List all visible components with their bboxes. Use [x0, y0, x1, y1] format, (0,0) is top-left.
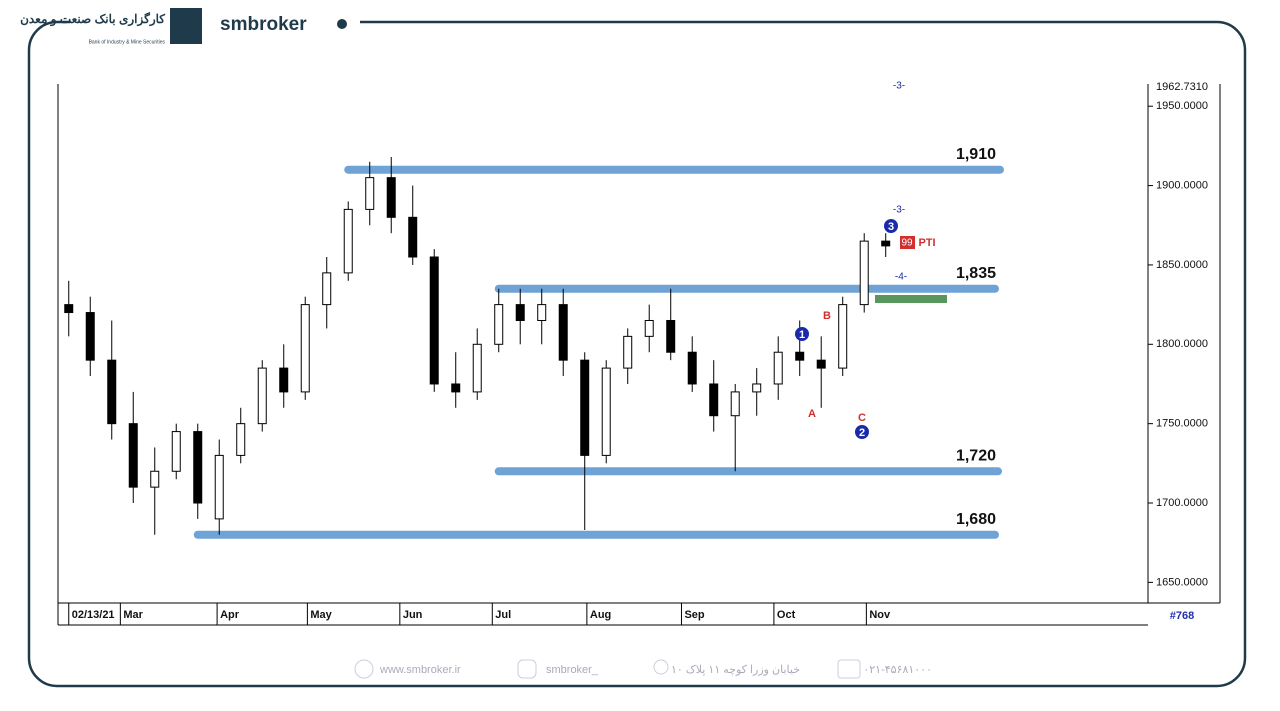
- level-label: 1,720: [956, 447, 996, 464]
- candle-body: [365, 177, 375, 210]
- candle-body: [623, 335, 633, 369]
- y-tick-label: 1750.0000: [1156, 418, 1208, 430]
- insta-icon: [517, 659, 537, 679]
- candle-body: [408, 216, 418, 258]
- candle-body: [881, 240, 891, 247]
- header-bg: [70, 6, 360, 46]
- wave-marker: [884, 219, 898, 233]
- candle-body: [537, 304, 547, 321]
- x-tick-label: Oct: [777, 609, 796, 621]
- x-tick-label: Jul: [495, 609, 511, 621]
- frame: [27, 20, 1247, 688]
- candle-body: [752, 383, 762, 393]
- candle-body: [816, 359, 826, 369]
- candle-body: [193, 431, 203, 504]
- bank-name-en: Bank of Industry & Mine Securities: [89, 39, 166, 45]
- candle-body: [64, 304, 74, 314]
- level-label: 1,680: [956, 511, 996, 528]
- symbol-count: #768: [1170, 610, 1194, 622]
- candle-body: [838, 304, 848, 369]
- candle-body: [300, 304, 310, 393]
- candle-body: [515, 304, 525, 321]
- candle-body: [730, 391, 740, 417]
- candle-body: [859, 240, 869, 306]
- zone: [875, 295, 947, 303]
- wave-label: 3: [888, 221, 894, 233]
- candle-body: [171, 431, 181, 472]
- y-tick-label: 1800.0000: [1156, 338, 1208, 350]
- logo-icon: [170, 8, 202, 44]
- candle-body: [322, 272, 332, 306]
- wave-marker: [855, 425, 869, 439]
- header-dot: [337, 19, 347, 29]
- candle-body: [343, 208, 353, 274]
- candle-body: [451, 383, 461, 393]
- candle-body: [773, 351, 783, 385]
- candle-body: [472, 343, 482, 393]
- y-tick-label: 1650.0000: [1156, 576, 1208, 588]
- brand: smbroker: [220, 14, 307, 35]
- bank-name: کارگزاری بانک صنعت و معدن: [20, 11, 165, 27]
- x-tick-label: Nov: [869, 609, 891, 621]
- candle-body: [795, 351, 805, 361]
- candle-body: [150, 470, 160, 488]
- wave-label: 1: [799, 329, 805, 341]
- candle-body: [257, 367, 267, 425]
- x-tick-label: Jun: [403, 609, 423, 621]
- wave-marker: [795, 327, 809, 341]
- x-tick-label: Aug: [590, 609, 611, 621]
- address: خیابان وزرا کوچه ۱۱ پلاک ۱۰: [671, 664, 800, 676]
- instagram: smbroker_: [546, 664, 599, 676]
- wave-label: -3-: [893, 81, 905, 92]
- top-price-label: 1962.7310: [1156, 81, 1208, 93]
- candle-body: [429, 256, 439, 385]
- level-label: 1,835: [956, 265, 996, 282]
- label-box: [900, 236, 915, 249]
- candle-body: [85, 312, 95, 361]
- wave-label: -4-: [895, 272, 907, 283]
- wave-label: A: [808, 408, 816, 420]
- candle-body: [494, 304, 504, 345]
- box-label: 99: [901, 238, 913, 249]
- web-icon: [354, 659, 374, 679]
- candle-body: [687, 351, 697, 385]
- wave-label: B: [823, 310, 831, 322]
- candle-body: [279, 367, 289, 393]
- candle-body: [107, 359, 117, 425]
- candle-body: [644, 319, 654, 337]
- y-tick-label: 1850.0000: [1156, 259, 1208, 271]
- candle-body: [558, 304, 568, 361]
- y-tick-label: 1700.0000: [1156, 497, 1208, 509]
- wave-label: 2: [859, 427, 865, 439]
- phone-icon: [837, 659, 861, 679]
- x-tick-label: 02/13/21: [72, 609, 115, 621]
- candle-body: [580, 359, 590, 456]
- candle-body: [666, 319, 676, 353]
- candle-body: [214, 454, 224, 520]
- candle-body: [601, 367, 611, 456]
- candle-body: [386, 177, 396, 218]
- wave-label: PTI: [918, 237, 935, 249]
- x-tick-label: Sep: [684, 609, 704, 621]
- x-tick-label: May: [310, 609, 332, 621]
- pin-icon: [653, 659, 669, 675]
- candle-body: [128, 423, 138, 488]
- candle-body: [236, 423, 246, 456]
- level-label: 1,910: [956, 146, 996, 163]
- x-tick-label: Mar: [123, 609, 143, 621]
- website: www.smbroker.ir: [379, 664, 461, 676]
- x-tick-label: Apr: [220, 609, 240, 621]
- wave-label: C: [858, 412, 866, 424]
- y-tick-label: 1900.0000: [1156, 179, 1208, 191]
- wave-label: -3-: [893, 205, 905, 216]
- y-tick-label: 1950.0000: [1156, 100, 1208, 112]
- phone: ۰۲۱-۴۵۶۸۱۰۰۰: [863, 664, 932, 676]
- candle-body: [709, 383, 719, 417]
